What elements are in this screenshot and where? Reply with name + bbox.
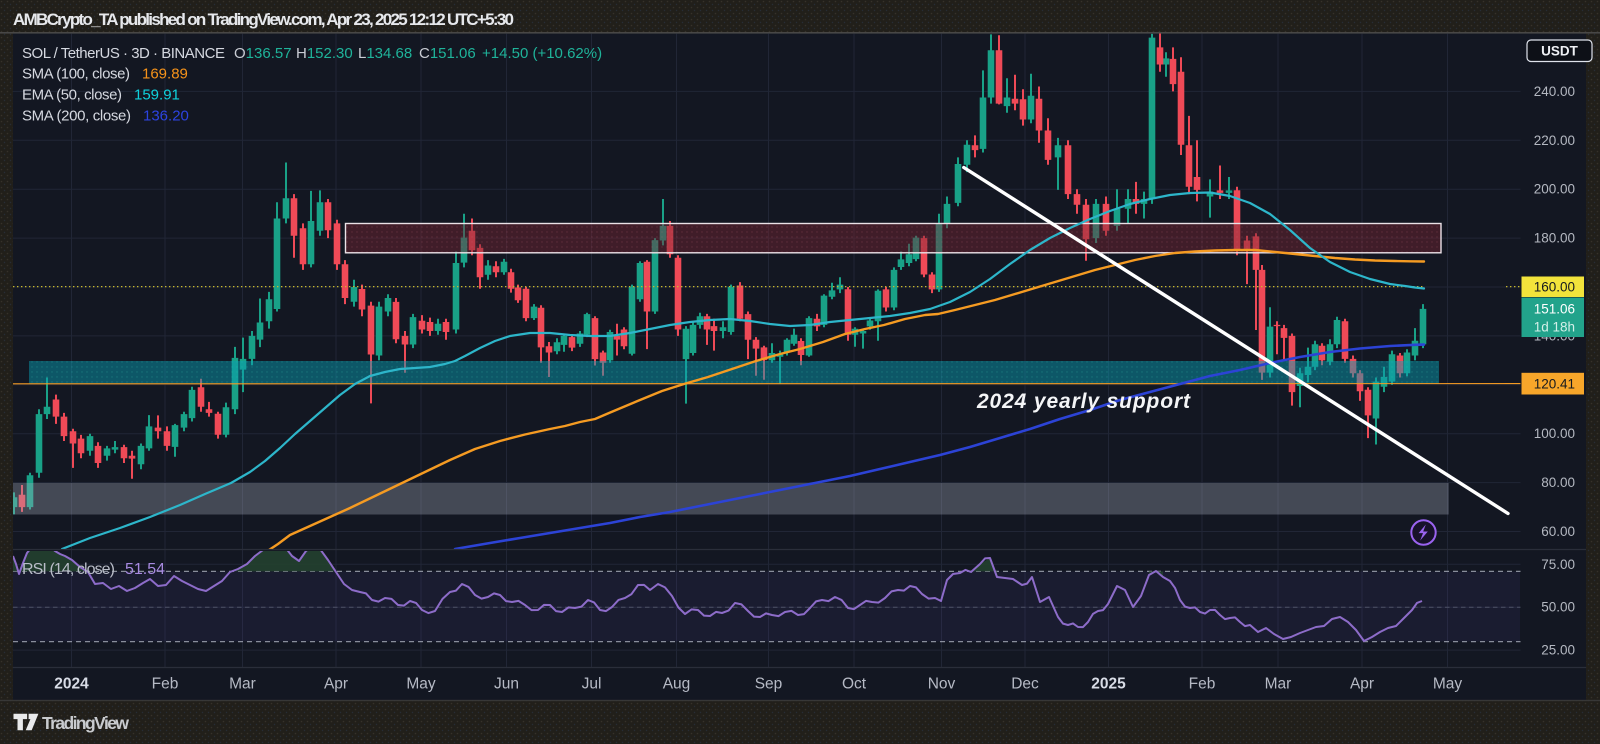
svg-text:O136.57: O136.57 [234, 45, 292, 62]
svg-text:EMA (50, close): EMA (50, close) [22, 87, 122, 104]
svg-text:Nov: Nov [928, 676, 956, 693]
svg-text:2025: 2025 [1091, 676, 1126, 693]
svg-text:159.91: 159.91 [134, 87, 180, 104]
svg-text:2024 yearly support: 2024 yearly support [976, 390, 1191, 413]
svg-text:Aug: Aug [663, 676, 691, 693]
svg-text:Mar: Mar [229, 676, 256, 693]
svg-text:H152.30: H152.30 [296, 45, 353, 62]
svg-text:Oct: Oct [842, 676, 867, 693]
svg-text:136.20: 136.20 [143, 108, 189, 125]
svg-text:240.00: 240.00 [1534, 84, 1575, 99]
svg-text:May: May [1433, 676, 1463, 693]
svg-text:50.00: 50.00 [1541, 600, 1575, 615]
svg-text:80.00: 80.00 [1541, 475, 1575, 490]
svg-text:25.00: 25.00 [1541, 643, 1575, 658]
svg-text:RSI (14, close): RSI (14, close) [22, 561, 115, 578]
svg-text:USDT: USDT [1541, 44, 1579, 59]
svg-text:TradingView: TradingView [42, 713, 129, 733]
svg-text:220.00: 220.00 [1534, 133, 1575, 148]
svg-text:Feb: Feb [1189, 676, 1216, 693]
svg-text:Sep: Sep [755, 676, 783, 693]
svg-text:200.00: 200.00 [1534, 182, 1575, 197]
svg-text:+14.50 (+10.62%): +14.50 (+10.62%) [482, 45, 602, 62]
svg-text:2024: 2024 [54, 676, 89, 693]
svg-text:180.00: 180.00 [1534, 231, 1575, 246]
svg-text:SOL / TetherUS · 3D · BINANCE: SOL / TetherUS · 3D · BINANCE [22, 45, 225, 62]
svg-text:120.41: 120.41 [1534, 377, 1575, 392]
svg-text:Apr: Apr [1350, 676, 1374, 693]
svg-text:Mar: Mar [1265, 676, 1292, 693]
svg-text:SMA (200, close): SMA (200, close) [22, 108, 131, 125]
svg-text:Jun: Jun [494, 676, 519, 693]
svg-text:AMBCrypto_TA published on Trad: AMBCrypto_TA published on TradingView.co… [13, 10, 514, 29]
svg-text:160.00: 160.00 [1534, 280, 1575, 295]
svg-text:L134.68: L134.68 [358, 45, 412, 62]
svg-text:Jul: Jul [582, 676, 602, 693]
svg-text:100.00: 100.00 [1534, 426, 1575, 441]
svg-text:169.89: 169.89 [142, 66, 188, 83]
svg-text:51.54: 51.54 [125, 561, 165, 578]
svg-text:May: May [406, 676, 436, 693]
svg-text:Feb: Feb [152, 676, 179, 693]
svg-text:151.06: 151.06 [1534, 302, 1575, 317]
svg-text:75.00: 75.00 [1541, 557, 1575, 572]
svg-text:1d 18h: 1d 18h [1534, 320, 1575, 335]
svg-text:SMA (100, close): SMA (100, close) [22, 66, 130, 83]
svg-text:Dec: Dec [1011, 676, 1039, 693]
svg-text:60.00: 60.00 [1541, 524, 1575, 539]
svg-text:C151.06: C151.06 [419, 45, 476, 62]
svg-text:Apr: Apr [324, 676, 348, 693]
